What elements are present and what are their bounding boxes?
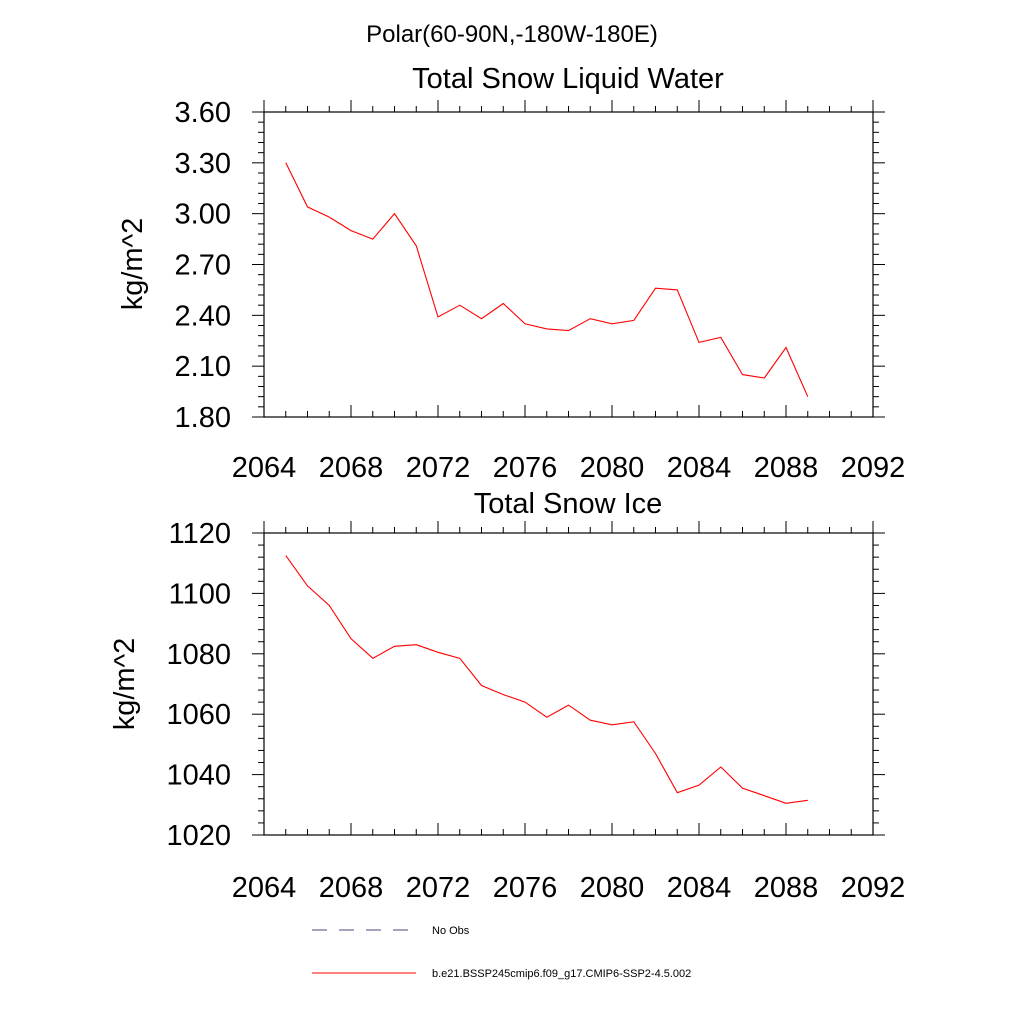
series-lines: [285, 555, 808, 804]
x-tick-label: 2072: [406, 452, 471, 484]
series-line: [285, 162, 809, 397]
y-tick-label: 3.30: [175, 148, 231, 180]
panel-title: Total Snow Ice: [474, 488, 663, 520]
y-tick-label: 1100: [169, 578, 231, 610]
y-tick-label: 1080: [166, 639, 231, 671]
x-tick-label: 2092: [841, 872, 906, 904]
y-tick-label: 2.40: [175, 300, 231, 332]
legend-label-no-obs: No Obs: [432, 925, 470, 937]
x-tick-label: 2084: [667, 872, 732, 904]
x-tick-label: 2080: [580, 452, 645, 484]
plot-frame: [263, 111, 874, 418]
axis-ticks: [252, 100, 885, 418]
series-line: [285, 555, 808, 804]
tick-labels: 2064 2068 2072 2076 2080 2084 2088 2092 1.80 2.10…: [175, 97, 906, 484]
y-tick-label: 1040: [166, 760, 231, 792]
x-tick-label: 2080: [580, 872, 645, 904]
y-tick-label: 1.80: [175, 402, 231, 434]
y-tick-label: 1020: [166, 820, 231, 852]
panel-snow-ice: Total Snow Ice kg/m^2 2064 2068 2072 2076 20…: [109, 488, 905, 904]
series-lines: [285, 162, 809, 397]
x-tick-label: 2064: [232, 872, 297, 904]
panel-snow-liquid-water: Total Snow Liquid Water kg/m^2 2064 2068 2…: [117, 63, 905, 484]
tick-labels: 2064 2068 2072 2076 2080 2084 2088 2092 1020 1040…: [166, 518, 905, 904]
x-tick-label: 2088: [754, 452, 819, 484]
x-tick-label: 2072: [406, 872, 471, 904]
x-tick-label: 2076: [493, 872, 558, 904]
y-axis-label: kg/m^2: [117, 218, 149, 311]
y-tick-label: 3.60: [175, 97, 231, 129]
legend-label-model: b.e21.BSSP245cmip6.f09_g17.CMIP6-SSP2-4.…: [432, 968, 691, 980]
y-tick-label: 2.10: [175, 351, 231, 383]
x-tick-label: 2076: [493, 452, 558, 484]
y-axis-label: kg/m^2: [109, 638, 141, 731]
x-tick-label: 2084: [667, 452, 732, 484]
y-tick-label: 1120: [169, 518, 231, 550]
x-tick-label: 2092: [841, 452, 906, 484]
x-tick-label: 2068: [319, 452, 384, 484]
panel-title: Total Snow Liquid Water: [412, 63, 724, 95]
x-tick-label: 2068: [319, 872, 384, 904]
x-tick-label: 2088: [754, 872, 819, 904]
y-tick-label: 2.70: [175, 250, 231, 282]
axis-ticks: [252, 521, 885, 836]
figure-title: Polar(60-90N,-180W-180E): [366, 21, 658, 48]
plot-frame: [263, 532, 874, 836]
legend: No Obs b.e21.BSSP245cmip6.f09_g17.CMIP6-…: [312, 925, 691, 980]
y-tick-label: 3.00: [175, 199, 231, 231]
x-tick-label: 2064: [232, 452, 297, 484]
y-tick-label: 1060: [166, 699, 231, 731]
